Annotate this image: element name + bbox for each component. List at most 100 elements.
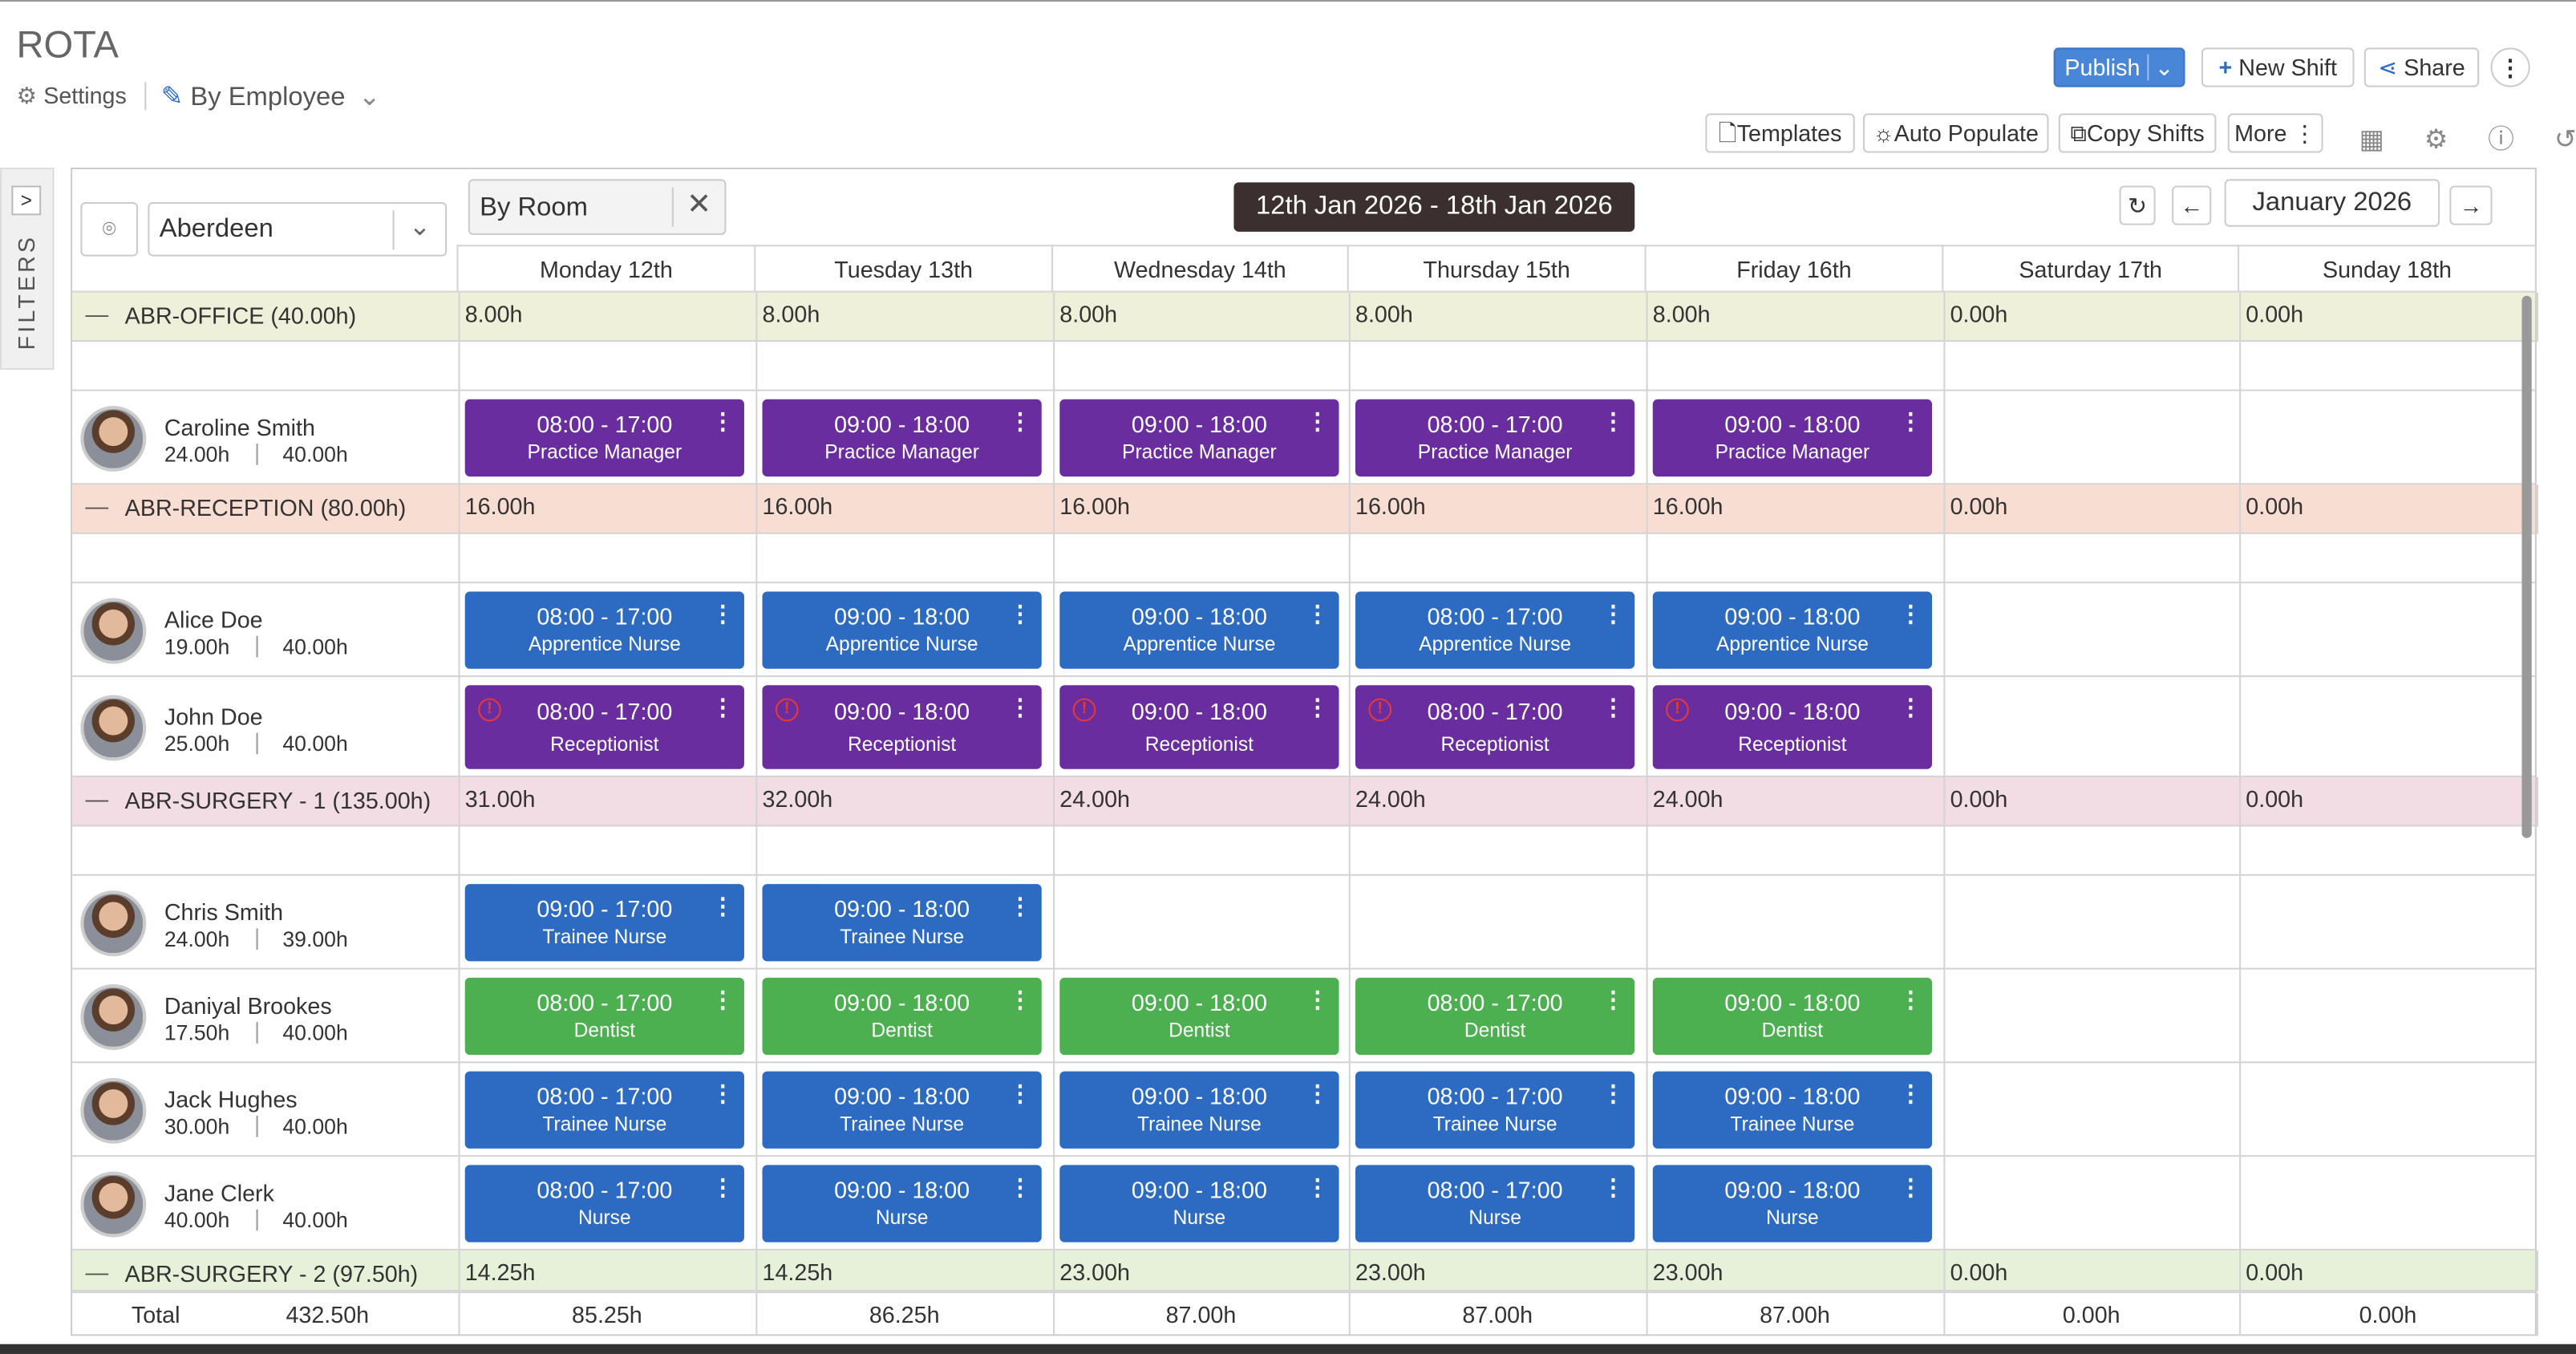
shift[interactable]: 09:00 - 18:00 Receptionist ⋮! [1059,685,1339,769]
shift-menu[interactable]: ⋮ [1899,986,1922,1012]
shift[interactable]: 08:00 - 17:00 Practice Manager ⋮ [464,399,744,477]
month-picker[interactable]: January 2026 [2224,179,2440,227]
shift[interactable]: 09:00 - 18:00 Trainee Nurse ⋮ [762,884,1042,962]
shift-menu[interactable]: ⋮ [1008,986,1032,1012]
shift-menu[interactable]: ⋮ [1602,693,1625,720]
shift-menu[interactable]: ⋮ [1602,1173,1625,1200]
shift-menu[interactable]: ⋮ [711,892,735,919]
shift[interactable]: 08:00 - 17:00 Apprentice Nurse ⋮ [464,591,744,669]
more-button[interactable]: More ⋮ [2227,113,2323,153]
shift-menu[interactable]: ⋮ [1306,1173,1330,1200]
group-row[interactable]: — ABR-SURGERY - 2 (97.50h) 14.25h 14.25h 23.… [72,1250,2538,1292]
shift-menu[interactable]: ⋮ [1008,599,1032,626]
shift-menu[interactable]: ⋮ [1899,1173,1922,1200]
shift[interactable]: 08:00 - 17:00 Practice Manager ⋮ [1355,399,1635,477]
shift[interactable]: 09:00 - 18:00 Practice Manager ⋮ [1652,399,1933,477]
prev-button[interactable]: ← [2172,185,2212,225]
shift-menu[interactable]: ⋮ [711,407,735,434]
shift[interactable]: 08:00 - 17:00 Receptionist ⋮! [1355,685,1635,769]
divider [755,1293,758,1336]
shift-menu[interactable]: ⋮ [1008,693,1032,720]
settings-link[interactable]: ⚙ Settings [16,82,127,109]
shift-menu[interactable]: ⋮ [1899,693,1922,720]
auto-populate-button[interactable]: ☼Auto Populate [1862,113,2049,153]
shift[interactable]: 09:00 - 18:00 Nurse ⋮ [1059,1165,1339,1243]
shift-menu[interactable]: ⋮ [1008,892,1032,919]
shift-menu[interactable]: ⋮ [711,599,735,626]
copy-shifts-button[interactable]: ⧉Copy Shifts [2058,113,2217,153]
shift-menu[interactable]: ⋮ [1602,1079,1625,1106]
shift-menu[interactable]: ⋮ [1602,986,1625,1012]
shift-menu[interactable]: ⋮ [711,693,735,720]
divider [1646,391,1648,485]
shift[interactable]: 09:00 - 18:00 Nurse ⋮ [762,1165,1042,1243]
shift-menu[interactable]: ⋮ [1602,407,1625,434]
view-select[interactable]: ✎ By Employee ⌄ [160,83,381,112]
group-row[interactable]: — ABR-OFFICE (40.00h) 8.00h 8.00h 8.00h 8.00h… [72,292,2538,343]
menu-button[interactable]: ⋮ [2490,47,2530,87]
shift-menu[interactable]: ⋮ [1306,1079,1330,1106]
shift[interactable]: 08:00 - 17:00 Trainee Nurse ⋮ [1355,1071,1635,1149]
toolbar-icons[interactable]: ▦ ⚙ ⓘ ↺ [2359,126,2576,155]
refresh-button[interactable]: ↻ [2119,185,2156,225]
shift[interactable]: 09:00 - 18:00 Nurse ⋮ [1652,1165,1933,1243]
shift-menu[interactable]: ⋮ [1306,693,1330,720]
filters-sidebar[interactable]: > FILTERS [0,167,55,370]
shift-menu[interactable]: ⋮ [711,1173,735,1200]
shift-time: 09:00 - 18:00 [1724,1082,1861,1109]
next-button[interactable]: → [2449,185,2493,225]
shift-role: Practice Manager [527,440,682,464]
publish-button[interactable]: Publish ⌄ [2053,47,2185,87]
shift[interactable]: 09:00 - 17:00 Trainee Nurse ⋮ [464,884,744,962]
location-select[interactable]: Aberdeen ⌄ [148,201,448,257]
shift[interactable]: 09:00 - 18:00 Practice Manager ⋮ [1059,399,1339,477]
divider [1943,875,1946,970]
shift[interactable]: 09:00 - 18:00 Apprentice Nurse ⋮ [762,591,1042,669]
shift[interactable]: 08:00 - 17:00 Trainee Nurse ⋮ [464,1071,744,1149]
shift[interactable]: 08:00 - 17:00 Dentist ⋮ [464,977,744,1056]
room-filter[interactable]: By Room ✕ [468,179,727,235]
shift-menu[interactable]: ⋮ [1602,599,1625,626]
divider [1348,583,1351,677]
group-row[interactable]: — ABR-SURGERY - 1 (135.00h) 31.00h 32.00h 24… [72,776,2538,827]
shift[interactable]: 09:00 - 18:00 Trainee Nurse ⋮ [1652,1071,1933,1149]
shift[interactable]: 08:00 - 17:00 Nurse ⋮ [464,1165,744,1243]
templates-button[interactable]: 🗋Templates [1705,113,1855,153]
shift-menu[interactable]: ⋮ [1008,1173,1032,1200]
collapse-toggle[interactable]: — [85,493,109,520]
shift-menu[interactable]: ⋮ [1306,986,1330,1012]
shift[interactable]: 09:00 - 18:00 Dentist ⋮ [1059,977,1339,1056]
shift[interactable]: 08:00 - 17:00 Dentist ⋮ [1355,977,1635,1056]
shift[interactable]: 09:00 - 18:00 Dentist ⋮ [1652,977,1933,1056]
shift[interactable]: 09:00 - 18:00 Receptionist ⋮! [762,685,1042,769]
shift[interactable]: 08:00 - 17:00 Apprentice Nurse ⋮ [1355,591,1635,669]
collapse-toggle[interactable]: — [85,785,109,812]
group-row[interactable]: — ABR-RECEPTION (80.00h) 16.00h 16.00h 16.00… [72,484,2538,534]
shift-menu[interactable]: ⋮ [1306,599,1330,626]
shift[interactable]: 09:00 - 18:00 Dentist ⋮ [762,977,1042,1056]
collapse-toggle[interactable]: — [85,300,109,327]
shift[interactable]: 09:00 - 18:00 Apprentice Nurse ⋮ [1652,591,1933,669]
shift-menu[interactable]: ⋮ [1008,407,1032,434]
share-button[interactable]: ⋖ Share [2363,47,2480,87]
shift[interactable]: 08:00 - 17:00 Receptionist ⋮! [464,685,744,769]
collapse-toggle[interactable]: — [85,1259,109,1285]
shift-menu[interactable]: ⋮ [1899,407,1922,434]
shift-menu[interactable]: ⋮ [1008,1079,1032,1106]
divider [1348,969,1351,1064]
shift[interactable]: 09:00 - 18:00 Receptionist ⋮! [1652,685,1933,769]
shift[interactable]: 09:00 - 18:00 Apprentice Nurse ⋮ [1059,591,1339,669]
shift-menu[interactable]: ⋮ [1306,407,1330,434]
shift[interactable]: 09:00 - 18:00 Trainee Nurse ⋮ [762,1071,1042,1149]
new-shift-button[interactable]: + New Shift [2201,47,2355,87]
shift[interactable]: 09:00 - 18:00 Trainee Nurse ⋮ [1059,1071,1339,1149]
shift-menu[interactable]: ⋮ [1899,599,1922,626]
shift-menu[interactable]: ⋮ [1899,1079,1922,1106]
shift[interactable]: 09:00 - 18:00 Practice Manager ⋮ [762,399,1042,477]
shift-menu[interactable]: ⋮ [711,986,735,1012]
shift-role: Apprentice Nurse [528,632,681,656]
clear-button[interactable]: ✕ [671,187,725,227]
shift[interactable]: 08:00 - 17:00 Nurse ⋮ [1355,1165,1635,1243]
shift-menu[interactable]: ⋮ [711,1079,735,1106]
expand-button[interactable]: > [11,185,42,216]
